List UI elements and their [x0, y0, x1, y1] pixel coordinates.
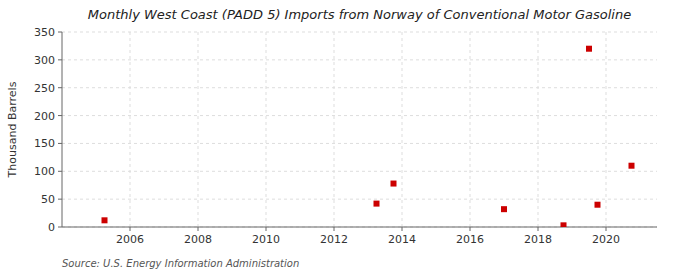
- x-tick: [470, 227, 471, 231]
- x-grid-line: [334, 32, 335, 227]
- y-grid-line: [62, 171, 657, 172]
- y-grid-line: [62, 87, 657, 88]
- point: [595, 202, 601, 208]
- x-grid-line: [198, 32, 199, 227]
- y-tick: [58, 59, 62, 60]
- source-note: Source: U.S. Energy Information Administ…: [62, 258, 299, 269]
- x-tick-label: 2020: [592, 233, 620, 246]
- x-tick-label: 2016: [456, 233, 484, 246]
- points: [102, 46, 635, 227]
- y-tick-label: 200: [34, 110, 55, 123]
- x-tick-label: 2014: [388, 233, 416, 246]
- y-tick-label: 250: [34, 82, 55, 95]
- x-tick: [538, 227, 539, 231]
- y-tick: [58, 115, 62, 116]
- grid: [62, 32, 657, 227]
- y-axis-line: [62, 32, 63, 227]
- point: [561, 222, 567, 227]
- y-tick-label: 50: [41, 193, 55, 206]
- y-tick: [58, 32, 62, 33]
- y-tick: [58, 199, 62, 200]
- y-grid-line: [62, 227, 657, 228]
- x-tick-label: 2006: [116, 233, 144, 246]
- y-tick-label: 350: [34, 26, 55, 39]
- chart: 2006 2008 2010 2012 2014 2016 2018 2020 0 50 100 15…: [0, 0, 675, 275]
- y-tick: [58, 227, 62, 228]
- x-tick: [402, 227, 403, 231]
- x-grid-line: [538, 32, 539, 227]
- x-tick: [198, 227, 199, 231]
- point: [374, 201, 380, 207]
- x-tick: [606, 227, 607, 231]
- y-grid-line: [62, 59, 657, 60]
- x-grid-line: [606, 32, 607, 227]
- y-tick-label: 300: [34, 54, 55, 67]
- x-grid-line: [402, 32, 403, 227]
- x-tick: [130, 227, 131, 231]
- x-tick-label: 2008: [184, 233, 212, 246]
- x-tick-label: 2018: [524, 233, 552, 246]
- x-tick-label: 2010: [252, 233, 280, 246]
- y-grid-line: [62, 115, 657, 116]
- axes: 2006 2008 2010 2012 2014 2016 2018 2020 0 50 100 15…: [34, 26, 657, 246]
- y-tick-label: 150: [34, 137, 55, 150]
- point: [501, 206, 507, 212]
- x-tick: [334, 227, 335, 231]
- y-tick: [58, 171, 62, 172]
- title: Monthly West Coast (PADD 5) Imports from…: [88, 7, 631, 22]
- point: [102, 217, 108, 223]
- y-tick-label: 100: [34, 165, 55, 178]
- x-grid-line: [130, 32, 131, 227]
- y-grid-line: [62, 199, 657, 200]
- point: [629, 163, 635, 169]
- y-grid-line: [62, 143, 657, 144]
- y-grid-line: [62, 32, 657, 33]
- y-tick: [58, 87, 62, 88]
- y-axis-label: Thousand Barrels: [6, 81, 19, 178]
- point: [391, 181, 397, 187]
- x-axis-line: [62, 227, 657, 228]
- x-grid-line: [266, 32, 267, 227]
- y-tick-label: 0: [48, 221, 55, 234]
- y-tick: [58, 143, 62, 144]
- x-grid-line: [470, 32, 471, 227]
- point: [586, 46, 592, 52]
- x-tick: [266, 227, 267, 231]
- x-tick-label: 2012: [320, 233, 348, 246]
